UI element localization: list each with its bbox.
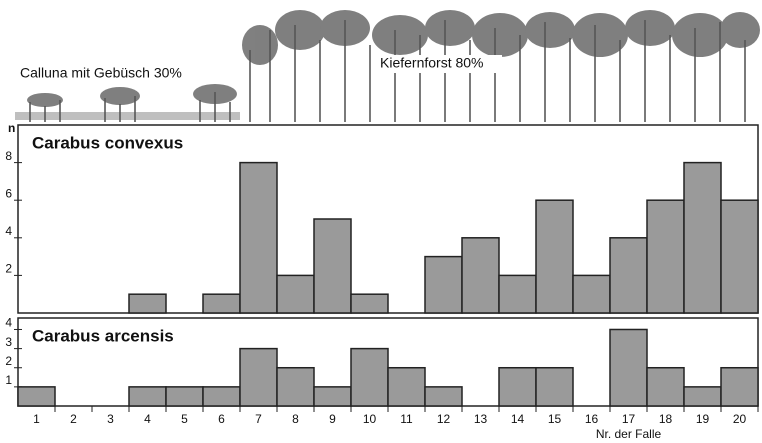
bar (165, 386, 204, 407)
bar (535, 199, 574, 314)
x-tick-label: 4 (144, 412, 151, 426)
x-axis-label: Nr. der Falle (596, 427, 662, 441)
x-tick-label: 14 (511, 412, 525, 426)
bar (609, 328, 648, 407)
y-tick-label: 1 (5, 373, 12, 387)
bar (424, 255, 463, 314)
bar (276, 274, 315, 314)
bar (202, 293, 241, 314)
x-tick-label: 19 (696, 412, 710, 426)
x-tick-label: 7 (255, 412, 262, 426)
bar (609, 237, 648, 314)
bar (239, 347, 278, 407)
bar (646, 366, 685, 407)
x-tick-label: 9 (329, 412, 336, 426)
heath-label: Calluna mit Gebüsch 30% (20, 65, 182, 81)
x-tick-label: 18 (659, 412, 673, 426)
bar (128, 386, 167, 407)
x-tick-label: 2 (70, 412, 77, 426)
x-tick-label: 20 (733, 412, 747, 426)
bar (313, 386, 352, 407)
y-axis-label: n (8, 121, 15, 135)
y-tick-label: 3 (5, 335, 12, 349)
bar (535, 366, 574, 407)
vegetation-illustration (15, 10, 760, 122)
bar (387, 366, 426, 407)
x-tick-label: 5 (181, 412, 188, 426)
panel-title: Carabus arcensis (32, 326, 174, 345)
x-tick-label: 15 (548, 412, 562, 426)
bar (17, 386, 56, 407)
bar (128, 293, 167, 314)
x-tick-label: 3 (107, 412, 114, 426)
y-tick-label: 8 (5, 149, 12, 163)
y-tick-label: 4 (5, 224, 12, 238)
bar (350, 293, 389, 314)
forest-label: Kiefernforst 80% (380, 55, 484, 71)
bar (498, 274, 537, 314)
bar (683, 386, 722, 407)
x-tick-label: 1 (33, 412, 40, 426)
bar (720, 199, 759, 314)
x-tick-label: 6 (218, 412, 225, 426)
bar (276, 366, 315, 407)
x-tick-label: 13 (474, 412, 488, 426)
x-tick-label: 17 (622, 412, 636, 426)
y-tick-label: 2 (5, 262, 12, 276)
bar (350, 347, 389, 407)
bar (202, 386, 241, 407)
bar (720, 366, 759, 407)
x-tick-label: 10 (363, 412, 377, 426)
bar (424, 386, 463, 407)
bar (313, 218, 352, 314)
panel-title: Carabus convexus (32, 133, 183, 152)
bar (683, 161, 722, 314)
x-tick-label: 12 (437, 412, 451, 426)
bar (646, 199, 685, 314)
y-tick-label: 2 (5, 354, 12, 368)
x-tick-label: 11 (400, 412, 413, 426)
bar (239, 161, 278, 314)
y-tick-label: 6 (5, 186, 12, 200)
bar (572, 274, 611, 314)
x-tick-label: 8 (292, 412, 299, 426)
bar (461, 237, 500, 314)
bar (498, 366, 537, 407)
x-tick-label: 16 (585, 412, 599, 426)
y-tick-label: 4 (5, 316, 12, 330)
